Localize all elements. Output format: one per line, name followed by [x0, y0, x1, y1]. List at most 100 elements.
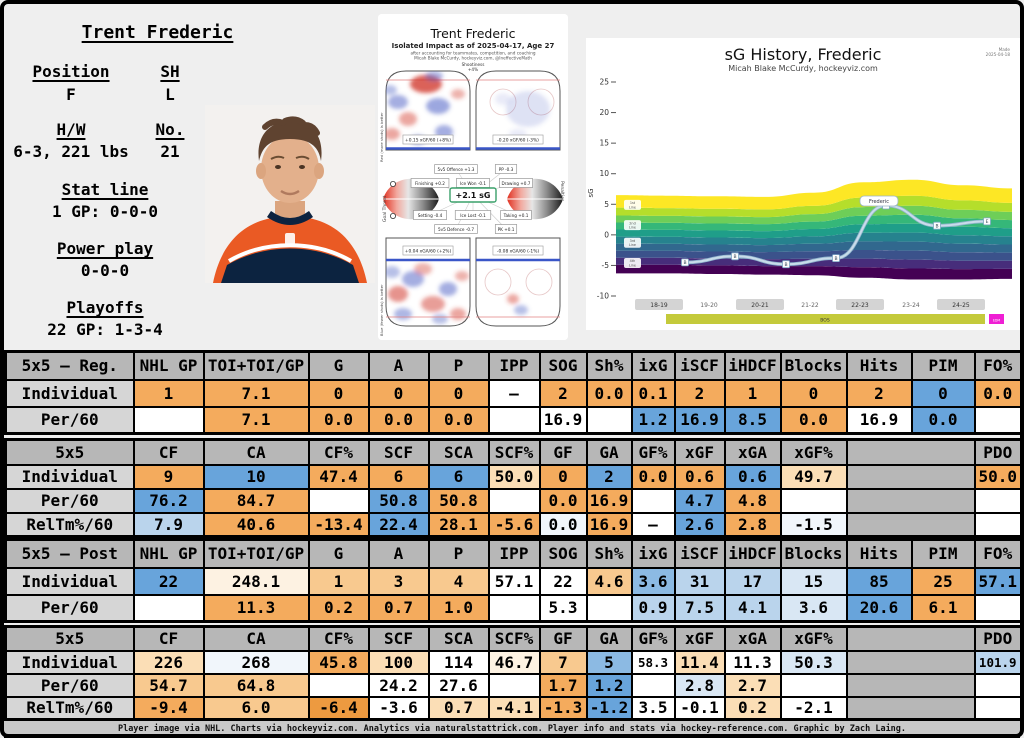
- shoots-value: L: [165, 85, 175, 104]
- stat-cell: 0: [538, 463, 588, 490]
- stat-cell: 50.3: [779, 649, 848, 675]
- stat-cell: 10: [202, 463, 310, 490]
- stat-cell: 0.0: [585, 378, 633, 408]
- impact-subtitle: Isolated Impact as of 2025-04-17, Age 27: [392, 42, 555, 50]
- number-label: No.: [155, 120, 185, 139]
- stat-cell: 7.1: [202, 405, 310, 435]
- factor-box: [499, 178, 533, 188]
- stat-cell: [973, 695, 1023, 721]
- stat-cell: 20.6: [845, 593, 913, 623]
- impact-title: Trent Frederic: [429, 26, 515, 41]
- stat-cell: 3.6: [779, 593, 848, 623]
- column-header: iSCF: [673, 538, 726, 569]
- total-sg-box: [449, 187, 497, 203]
- column-header: Sh%: [585, 538, 633, 569]
- column-header: CF%: [307, 438, 370, 466]
- stat-cell: 57.1: [487, 566, 541, 596]
- sg-history-chart: sG History, Frederic Micah Blake McCurdy,…: [586, 38, 1020, 330]
- stat-cell: 6: [427, 463, 490, 490]
- stat-cell: 5: [585, 649, 633, 675]
- column-header: xGF: [673, 625, 726, 652]
- column-header: xGA: [723, 438, 782, 466]
- stat-cell: 7.1: [202, 378, 310, 408]
- stat-cell: 1.0: [427, 593, 490, 623]
- defense-left-caption: [402, 245, 454, 256]
- factor-label: PK +0.1: [498, 227, 515, 232]
- stat-cell: 0.7: [427, 695, 490, 721]
- stat-cell: 85: [845, 566, 913, 596]
- stat-cell: –: [487, 378, 541, 408]
- percentile-band: [616, 232, 1012, 246]
- stat-cell: 6: [367, 463, 430, 490]
- column-header: SCA: [427, 438, 490, 466]
- column-header: GF: [538, 625, 588, 652]
- column-header: GA: [585, 438, 633, 466]
- season-label: 24-25: [952, 302, 970, 309]
- stat-cell: 4.6: [585, 566, 633, 596]
- offense-left-caption: [402, 134, 454, 145]
- y-tick-label: 15: [599, 139, 609, 148]
- season-label: 23-24: [902, 302, 920, 309]
- factor-label: 5v5 Offence +1.3: [438, 167, 475, 172]
- column-header: xGF%: [779, 438, 848, 466]
- stat-cell: 57.1: [973, 566, 1023, 596]
- stat-cell: 101.9: [973, 649, 1023, 675]
- factor-box: [454, 210, 492, 220]
- stats-table-2: 5x5 – Post NHL GP TOI+TOI/GP G A P IPP SOG Sh% ix…: [4, 538, 1023, 623]
- stat-cell: 100: [367, 649, 430, 675]
- stat-cell: 5.3: [538, 593, 588, 623]
- column-header: CA: [202, 438, 310, 466]
- team-bar-edm: [989, 314, 1004, 324]
- factor-label: Finishing +0.2: [415, 181, 445, 186]
- team-bar-bos: [666, 314, 985, 324]
- sg-chart-title: sG History, Frederic: [725, 45, 882, 64]
- row-label: Per/60: [4, 672, 135, 698]
- offense-axis-label: Red (more shots) is better: [379, 112, 384, 162]
- table-title: 5x5 – Reg.: [4, 350, 135, 381]
- stat-cell: 0.9: [630, 593, 676, 623]
- y-tick-label: -10: [597, 292, 609, 301]
- stat-cell: [132, 593, 205, 623]
- marker-letter: E: [986, 219, 989, 225]
- column-header: [845, 438, 976, 466]
- stat-cell: 114: [427, 649, 490, 675]
- stat-cell: 0.0: [779, 405, 848, 435]
- stat-cell: [845, 672, 976, 698]
- stat-cell: -5.6: [487, 511, 541, 538]
- offense-right-caption: [492, 134, 544, 145]
- credits-text: Player image via NHL. Charts via hockeyv…: [117, 723, 907, 734]
- stat-cell: 47.4: [307, 463, 370, 490]
- team-bar-edm-label: EDM: [993, 319, 1000, 323]
- stat-cell: 0.0: [427, 405, 490, 435]
- line-role-label: 4th: [630, 259, 636, 263]
- stat-cell: 25: [910, 566, 976, 596]
- stat-cell: -4.1: [487, 695, 541, 721]
- stat-cell: 0.0: [630, 463, 676, 490]
- row-label: RelTm%/60: [4, 695, 135, 721]
- stat-cell: [845, 695, 976, 721]
- season-marker: [681, 258, 689, 267]
- column-header: G: [307, 350, 370, 381]
- stat-cell: 31: [673, 566, 726, 596]
- position-value: F: [66, 85, 76, 104]
- line-role-label: 1st: [630, 201, 636, 205]
- stat-cell: 0.0: [538, 511, 588, 538]
- playoffs-value: 22 GP: 1-3-4: [47, 320, 163, 339]
- factor-label: Taking +0.1: [503, 213, 529, 218]
- factor-label: Ice Won -0.1: [460, 181, 486, 186]
- stat-cell: 0.6: [673, 463, 726, 490]
- season-marker: [832, 254, 840, 263]
- stat-cell: 84.7: [202, 487, 310, 514]
- shot-impact-blobs: [507, 294, 528, 315]
- percentile-band: [616, 205, 1012, 225]
- season-marker: [782, 260, 790, 269]
- stat-cell: [845, 511, 976, 538]
- stat-cell: 0.0: [367, 405, 430, 435]
- stat-cell: 50.0: [487, 463, 541, 490]
- percentile-band: [616, 179, 1012, 210]
- stat-cell: 248.1: [202, 566, 310, 596]
- column-header: PDO: [973, 438, 1023, 466]
- shootiness-label: Shootiness: [462, 62, 485, 67]
